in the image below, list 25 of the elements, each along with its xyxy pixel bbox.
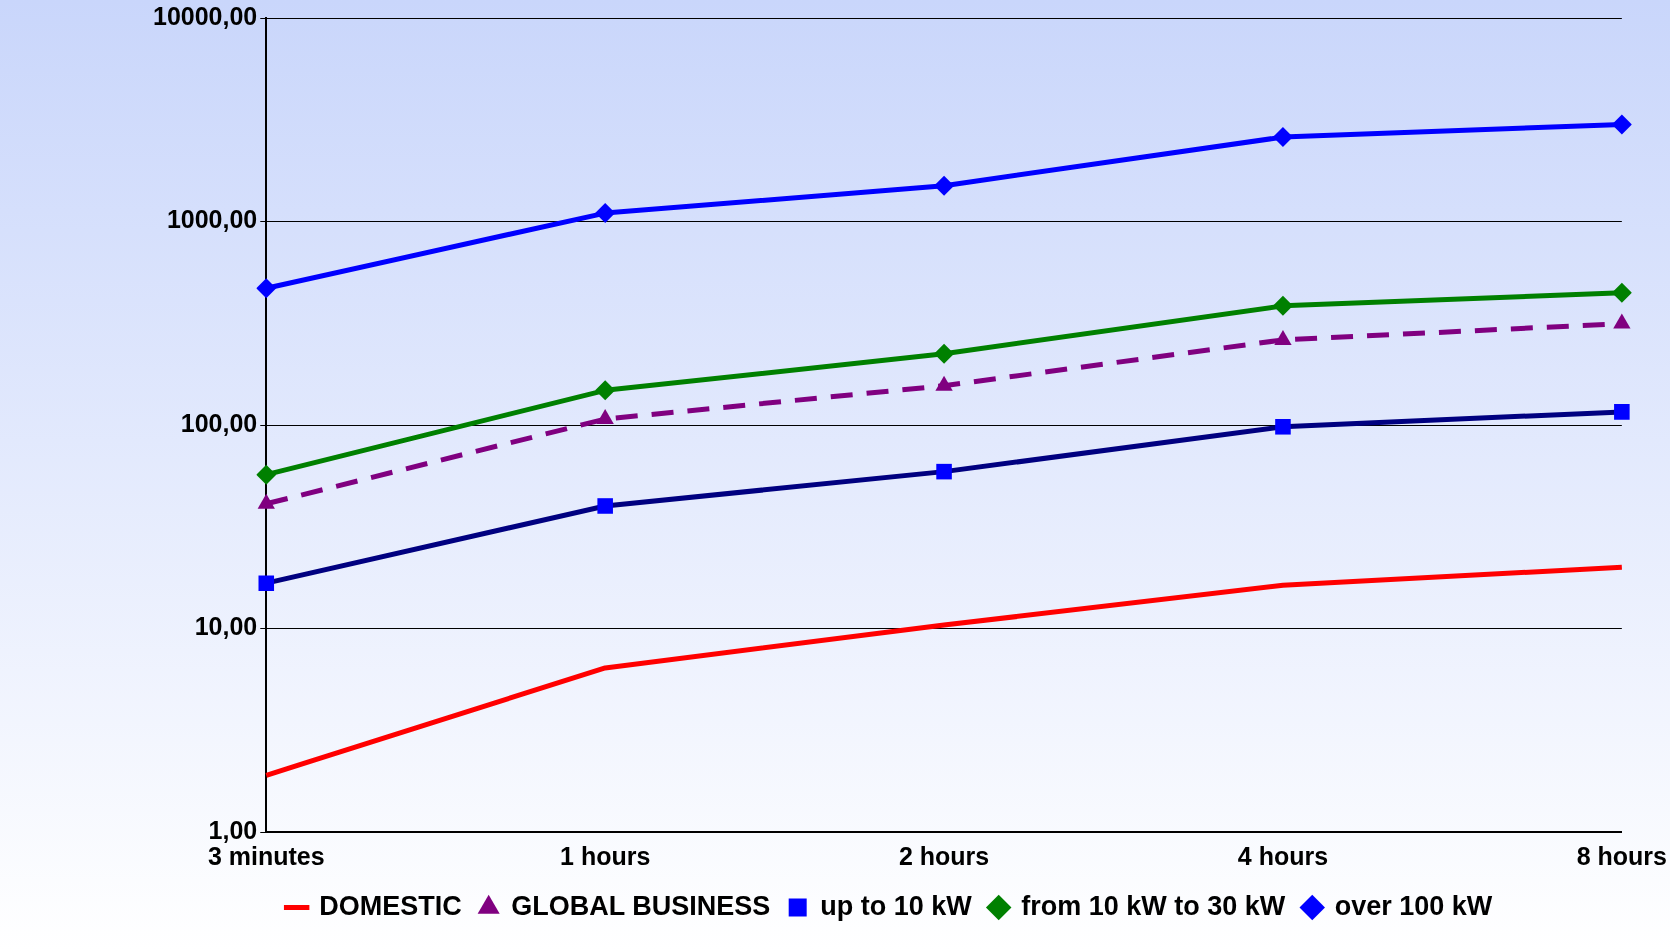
x-tick-label: 4 hours	[1237, 841, 1329, 870]
point	[1611, 282, 1632, 303]
point	[1272, 295, 1293, 316]
y-tick-label: 1000,00	[166, 205, 258, 234]
x-tick-label: 2 hours	[898, 841, 990, 870]
y-tick-label: 1,00	[208, 815, 258, 844]
point	[595, 380, 616, 401]
legend-label: up to 10 kW	[820, 890, 973, 921]
y-tick-label: 10,00	[194, 612, 258, 641]
legend-label: GLOBAL BUSINESS	[511, 890, 771, 921]
y-tick-label: 100,00	[180, 408, 258, 437]
y-tick-label: 10000,00	[152, 1, 258, 30]
point	[256, 278, 277, 299]
point	[934, 175, 955, 196]
point	[256, 464, 277, 485]
point	[934, 343, 955, 364]
point	[596, 409, 614, 425]
x-tick-label: 1 hours	[560, 841, 651, 870]
legend-label: over 100 kW	[1334, 890, 1493, 921]
point	[1611, 114, 1632, 135]
legend-label: DOMESTIC	[319, 890, 462, 921]
point	[1272, 127, 1293, 148]
point	[595, 203, 616, 224]
x-tick-label: 8 hours	[1576, 841, 1667, 870]
legend-label: from 10 kW to 30 kW	[1021, 890, 1286, 921]
